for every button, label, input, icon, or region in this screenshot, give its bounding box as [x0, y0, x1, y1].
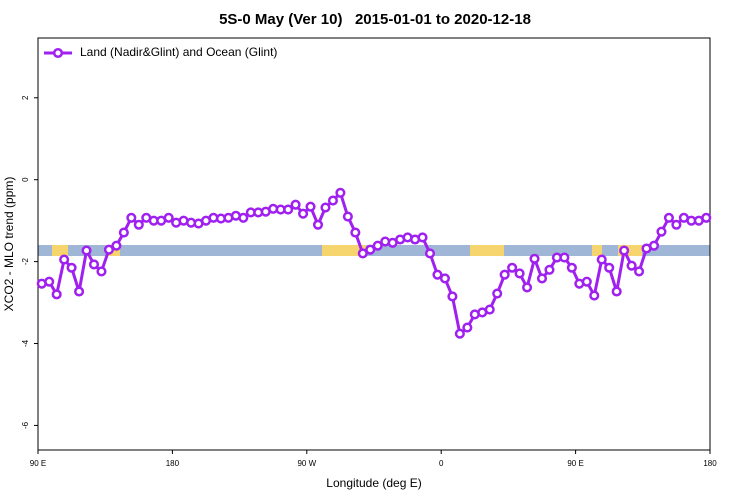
point — [432, 269, 443, 280]
point — [596, 254, 607, 265]
y-axis-label: XCO2 - MLO trend (ppm) — [2, 177, 16, 312]
y-tick-label: -6 — [21, 421, 30, 429]
y-tick-label: -4 — [21, 339, 30, 347]
point — [74, 286, 85, 297]
point — [529, 253, 540, 264]
point — [424, 248, 436, 259]
point — [290, 199, 301, 210]
point — [536, 273, 548, 284]
point — [656, 226, 667, 237]
x-tick-label: 180 — [703, 459, 717, 468]
point — [454, 328, 465, 339]
point — [522, 282, 533, 293]
point — [103, 244, 114, 255]
point — [365, 244, 376, 255]
point — [507, 262, 518, 273]
point — [499, 269, 510, 280]
point — [604, 262, 615, 273]
y-tick-label: 2 — [21, 95, 30, 100]
point — [484, 304, 495, 315]
point — [126, 212, 137, 223]
point — [320, 202, 331, 213]
point — [66, 262, 77, 273]
point — [648, 240, 660, 251]
point — [298, 208, 309, 219]
point — [111, 240, 122, 251]
x-tick-label: 180 — [166, 459, 180, 468]
point — [447, 291, 458, 302]
x-axis-label: Longitude (deg E) — [326, 476, 421, 490]
point — [357, 248, 368, 259]
point — [283, 204, 294, 215]
point — [96, 266, 107, 277]
point — [589, 290, 600, 301]
legend-marker — [52, 47, 64, 59]
land-patch — [470, 245, 504, 256]
chart-title: 5S-0 May (Ver 10) 2015-01-01 to 2020-12-… — [219, 11, 531, 28]
point — [88, 259, 100, 270]
point — [462, 322, 473, 333]
x-tick-label: 90 W — [297, 459, 316, 468]
point — [626, 260, 637, 271]
point — [581, 276, 592, 287]
point — [619, 245, 630, 256]
point — [663, 212, 674, 223]
point — [342, 211, 353, 222]
point — [492, 288, 503, 299]
point — [327, 195, 338, 206]
point — [417, 232, 428, 243]
point — [118, 227, 129, 238]
point — [671, 219, 682, 230]
x-tick-label: 0 — [439, 459, 444, 468]
land-patch — [52, 245, 68, 256]
point — [544, 264, 555, 275]
land-patch — [592, 245, 602, 256]
point — [611, 286, 622, 297]
point — [44, 276, 55, 287]
land-patch — [322, 245, 366, 256]
point — [634, 266, 645, 277]
x-tick-label: 90 E — [567, 459, 583, 468]
x-tick-label: 90 E — [30, 459, 46, 468]
point — [335, 187, 346, 198]
point — [701, 212, 712, 223]
point — [81, 245, 92, 256]
plot-frame — [37, 37, 711, 451]
point — [372, 240, 383, 251]
y-tick-label: 0 — [21, 177, 30, 182]
point — [305, 201, 316, 212]
point — [59, 254, 70, 265]
land-patch — [618, 245, 642, 256]
point — [350, 227, 361, 238]
point — [133, 219, 144, 230]
y-tick-label: -2 — [21, 258, 30, 266]
point — [51, 289, 62, 300]
series-line — [41, 191, 707, 336]
point — [238, 212, 249, 223]
legend-label: Land (Nadir&Glint) and Ocean (Glint) — [80, 45, 277, 59]
point — [559, 252, 570, 263]
point — [163, 212, 174, 223]
point — [312, 219, 324, 230]
point — [439, 273, 450, 284]
point — [514, 268, 525, 279]
point — [566, 262, 577, 273]
